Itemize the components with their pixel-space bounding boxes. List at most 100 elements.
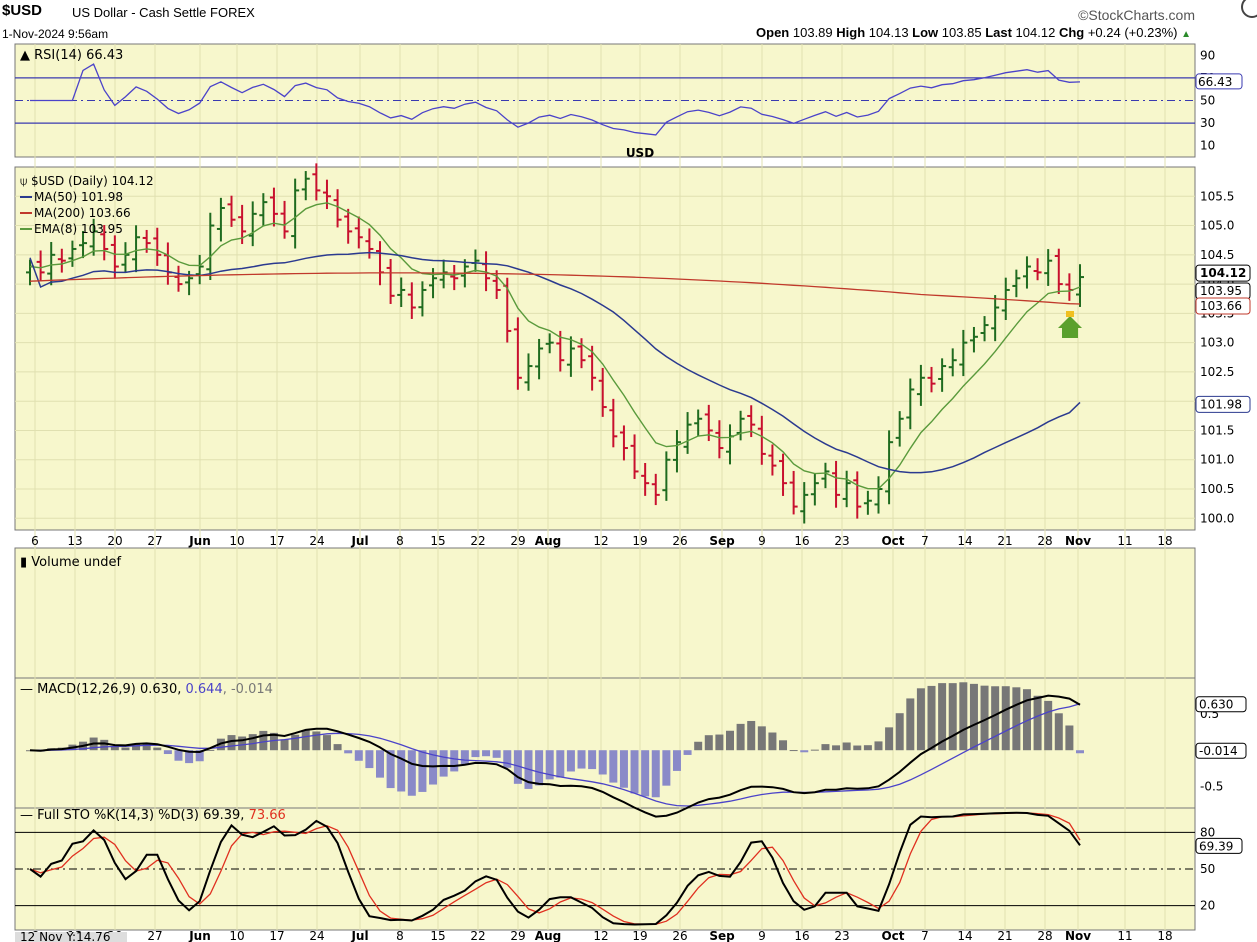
symbol-title: $USD <box>2 2 43 19</box>
macd-histogram-bar <box>991 686 1000 751</box>
macd-histogram-bar <box>322 735 331 751</box>
ma200-line <box>29 272 1081 305</box>
rsi-tick-label: 50 <box>1200 94 1215 108</box>
macd-histogram-bar <box>832 745 841 751</box>
x-tick-label-bottom: Jun <box>188 929 211 942</box>
x-tick-label: Sep <box>709 534 735 548</box>
x-tick-label-bottom: 9 <box>758 929 766 942</box>
brand-watermark: ©StockCharts.com <box>1078 7 1195 23</box>
macd-histogram-bar <box>460 750 469 765</box>
x-tick-label: Jul <box>350 534 368 548</box>
x-tick-label-bottom: 15 <box>430 929 445 942</box>
x-tick-label: Jun <box>188 534 211 548</box>
macd-histogram-bar <box>789 750 798 752</box>
x-tick-label-bottom: 24 <box>309 929 324 942</box>
bottom-tooltip-label: 12 Nov Y:14.76 <box>20 930 110 942</box>
x-tick-label-bottom: Jul <box>350 929 368 942</box>
macd-histogram-bar <box>768 732 777 751</box>
x-tick-label: 15 <box>430 534 445 548</box>
macd-histogram-bar <box>492 750 501 758</box>
open-value: 103.89 <box>792 25 833 40</box>
macd-histogram-bar <box>715 734 724 751</box>
price-tick-label: 100.5 <box>1200 482 1234 496</box>
macd-histogram-bar <box>185 750 194 764</box>
x-tick-label: 13 <box>67 534 82 548</box>
macd-histogram-bar <box>959 682 968 751</box>
x-tick-label: 21 <box>997 534 1012 548</box>
macd-histogram-bar <box>535 750 544 786</box>
macd-histogram-bar <box>280 739 289 751</box>
x-tick-label: 6 <box>31 534 39 548</box>
chg-label: Chg <box>1058 25 1085 40</box>
macd-tag-box <box>1195 696 1247 713</box>
panel-price <box>14 166 1196 531</box>
up-arrow-icon <box>1058 316 1082 338</box>
macd-histogram-bar <box>927 685 936 751</box>
macd-legend: — MACD(12,26,9) 0.630, 0.644, -0.014 <box>20 682 273 697</box>
x-tick-label-bottom: 17 <box>269 929 284 942</box>
macd-histogram-bar <box>588 750 597 770</box>
price-tag-box <box>1195 395 1251 413</box>
macd-histogram-bar <box>619 750 628 788</box>
macd-histogram-bar <box>747 720 756 751</box>
macd-histogram-bar <box>174 750 183 761</box>
macd-histogram-bar <box>439 750 448 777</box>
macd-histogram-bar <box>482 750 491 757</box>
x-tick-label-bottom: 18 <box>1157 929 1172 942</box>
macd-histogram-bar <box>503 750 512 768</box>
macd-histogram-bar <box>779 740 788 751</box>
macd-histogram-bar <box>704 735 713 751</box>
macd-histogram-bar <box>1001 686 1010 751</box>
macd-legend-main: MACD(12,26,9) 0.630, <box>37 682 185 697</box>
macd-histogram-bar <box>1022 689 1031 751</box>
macd-histogram-bar <box>821 744 830 751</box>
macd-histogram-bar <box>513 750 522 784</box>
macd-histogram-bar <box>726 730 734 751</box>
macd-tag: -0.014 <box>1199 744 1238 758</box>
macd-histogram-bar <box>672 750 681 771</box>
macd-histogram-bar <box>1065 725 1074 751</box>
macd-histogram-bar <box>906 698 915 751</box>
x-tick-label: 19 <box>632 534 647 548</box>
sto-k-line <box>29 811 1081 926</box>
price-tick-label: 104.5 <box>1200 248 1234 262</box>
price-tag: 104.12 <box>1200 266 1246 280</box>
sto-tag-box <box>1195 837 1243 854</box>
macd-tick-label: -0.5 <box>1200 779 1223 793</box>
x-tick-label-bottom: 11 <box>1117 929 1132 942</box>
macd-histogram-bar <box>291 734 300 751</box>
macd-histogram-bar <box>885 727 894 751</box>
macd-histogram-bar <box>269 732 278 751</box>
high-value: 104.13 <box>868 25 909 40</box>
x-tick-label: 12 <box>593 534 608 548</box>
macd-histogram-bar <box>376 750 384 778</box>
settings-icon[interactable] <box>1241 0 1257 18</box>
rsi-tick-label: 90 <box>1200 48 1215 62</box>
panel-vol <box>14 547 1196 679</box>
x-tick-label-bottom: 14 <box>957 929 972 942</box>
x-tick-label: 20 <box>107 534 122 548</box>
macd-histogram-bar <box>598 750 607 775</box>
x-tick-label: 7 <box>921 534 929 548</box>
high-label: High <box>836 25 866 40</box>
macd-histogram-bar <box>450 750 459 772</box>
last-value: 104.12 <box>1015 25 1056 40</box>
macd-histogram-bar <box>736 723 745 751</box>
price-tag: 103.66 <box>1200 299 1242 313</box>
macd-histogram-bar <box>121 747 130 751</box>
ema8-line <box>29 202 1081 490</box>
price-tag: 101.98 <box>1200 397 1242 411</box>
macd-histogram-bar <box>810 749 819 751</box>
x-tick-label-bottom: 23 <box>834 929 849 942</box>
macd-histogram-bar <box>354 750 363 761</box>
sto-legend: — Full STO %K(14,3) %D(3) 69.39, 73.66 <box>20 808 286 823</box>
rsi-tag-box <box>1195 73 1243 90</box>
x-tick-label-bottom: Oct <box>881 929 904 942</box>
x-tick-label: Nov <box>1065 534 1091 548</box>
price-legend-title: ⍦ $USD (Daily) 104.12 <box>20 174 154 188</box>
macd-histogram-bar <box>895 713 904 751</box>
chart-header: $USD US Dollar - Cash Settle FOREX 1-Nov… <box>0 0 1257 44</box>
x-tick-label: Oct <box>881 534 904 548</box>
x-tick-label: 27 <box>147 534 162 548</box>
